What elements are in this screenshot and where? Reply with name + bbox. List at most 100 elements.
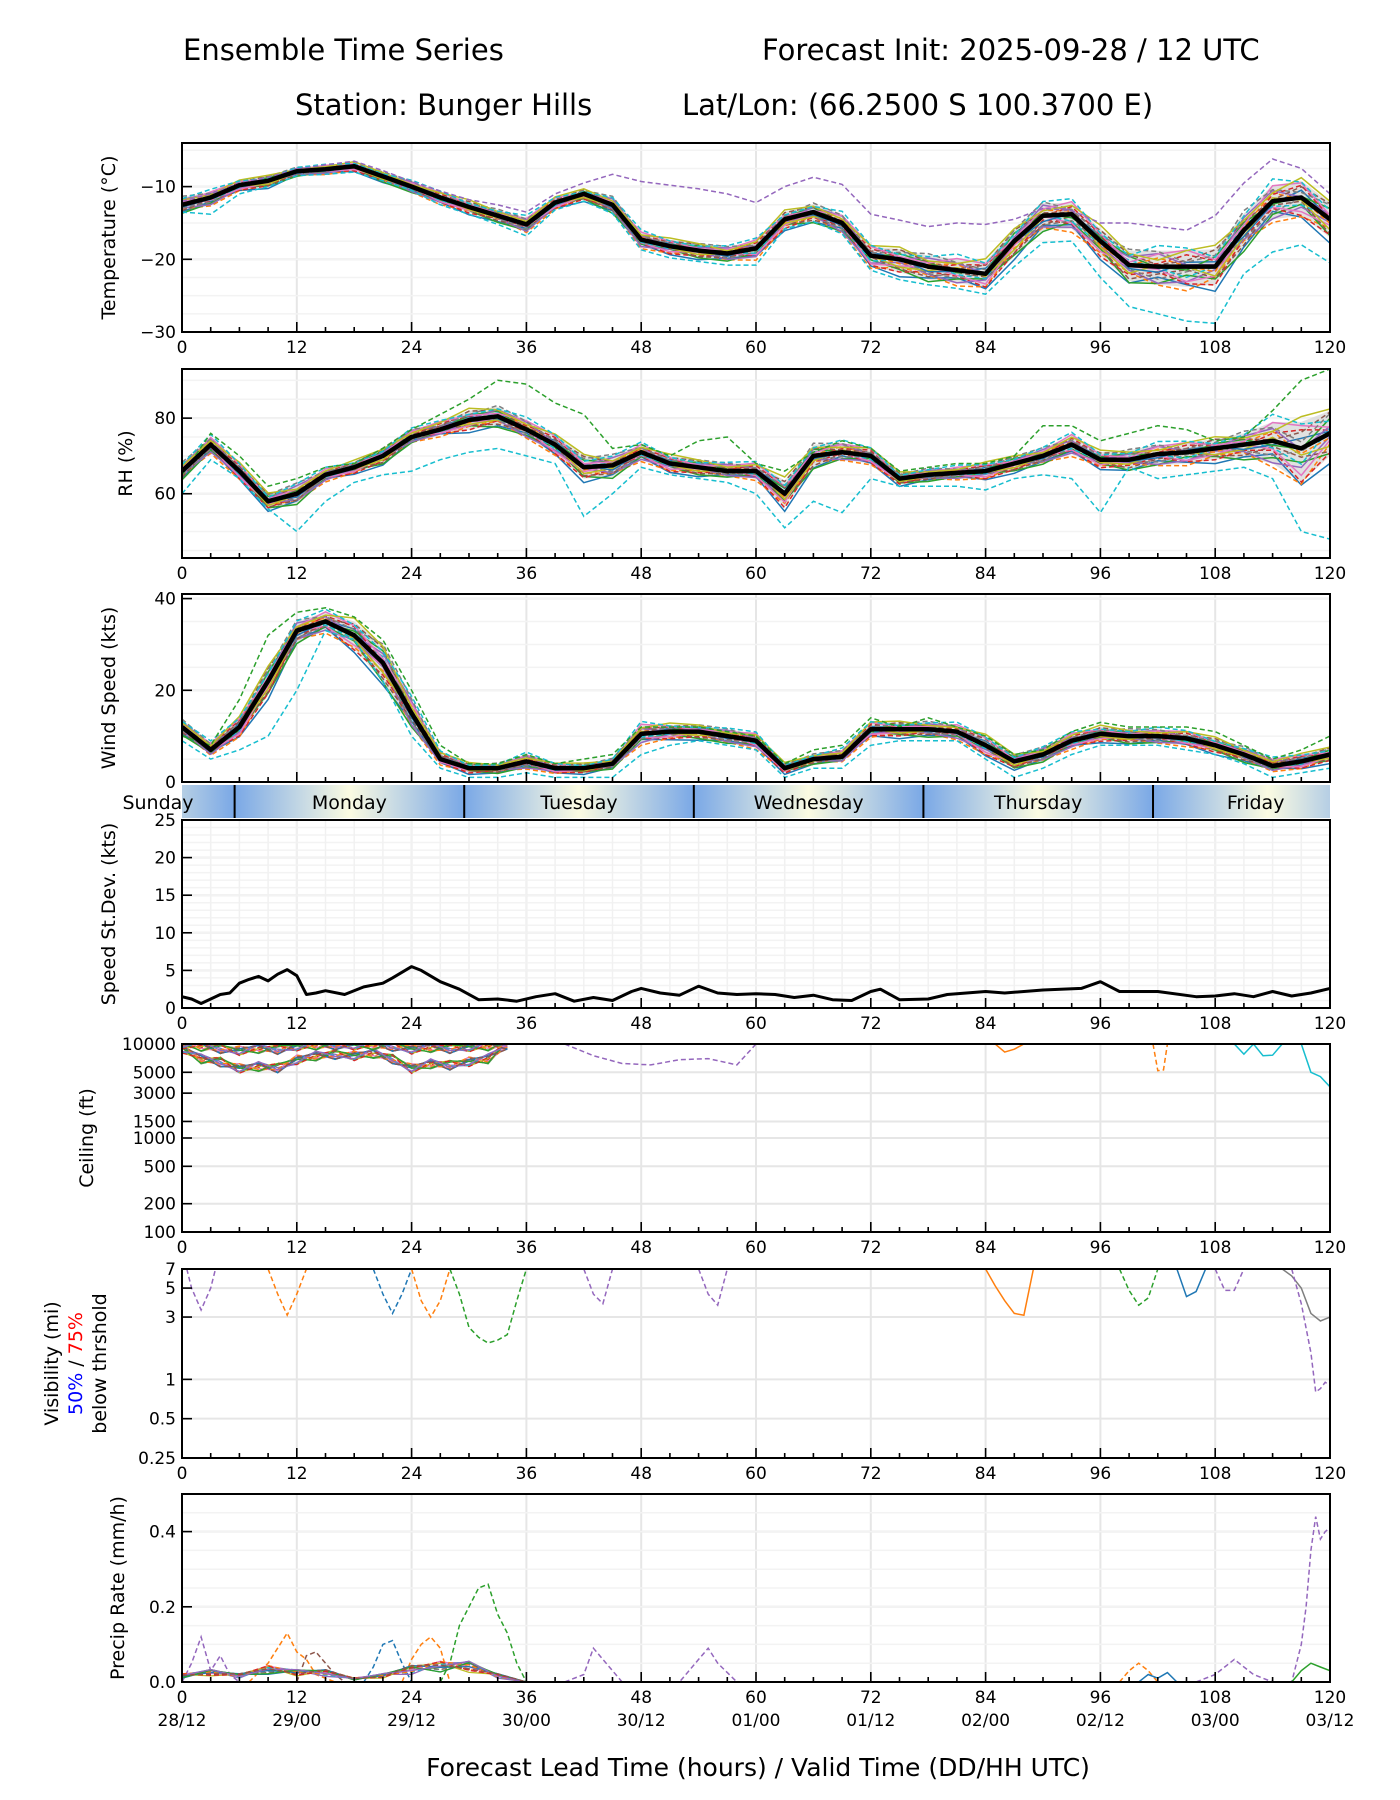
member-line-outlier <box>182 171 1330 325</box>
y-tick-label: −10 <box>140 178 176 198</box>
x-tick-label: 72 <box>860 1238 882 1258</box>
panel-speed-stdev: 0 12 24 36 48 60 72 84 96 108 120 0 5 10 15 20 25 Speed S… <box>98 811 1346 1034</box>
x-tick-label: 48 <box>630 564 652 584</box>
valid-time-label: 03/00 <box>1191 1711 1240 1731</box>
plot-area <box>182 965 1330 1005</box>
x-tick-label: 108 <box>1199 1464 1231 1484</box>
x-axis-label: Forecast Lead Time (hours) / Valid Time … <box>426 1753 1090 1782</box>
y-tick-label: 500 <box>144 1157 176 1177</box>
member-line <box>182 1664 527 1682</box>
y-axis-label: Ceiling (ft) <box>76 1088 98 1188</box>
member-line <box>182 166 1330 280</box>
member-line <box>1290 1269 1330 1394</box>
member-line <box>189 1044 508 1053</box>
x-tick-label: 72 <box>860 1464 882 1484</box>
valid-time-label: 30/00 <box>502 1711 551 1731</box>
grid <box>181 1493 1331 1683</box>
member-line <box>182 166 1330 277</box>
ensemble-mean-line <box>182 414 1330 504</box>
ensemble-mean-line <box>182 164 1330 277</box>
x-tick-label: 0 <box>177 1014 188 1034</box>
member-line <box>267 1269 308 1318</box>
y-tick-label: 80 <box>154 409 176 429</box>
y-tick-label: 40 <box>154 590 176 610</box>
member-line <box>182 615 1330 768</box>
y-tick-label: 1500 <box>133 1112 176 1132</box>
day-segment <box>464 785 694 818</box>
day-label: Monday <box>312 792 387 814</box>
member-line <box>1214 1269 1245 1292</box>
member-line <box>1176 1269 1207 1298</box>
plot-area <box>182 1044 1330 1088</box>
x-tick-label: 24 <box>401 1014 423 1034</box>
member-line <box>182 1044 508 1074</box>
member-line <box>1291 1662 1330 1682</box>
valid-time-label: 02/12 <box>1076 1711 1125 1731</box>
ensemble-mean-line <box>182 619 1330 771</box>
x-tick-label: 12 <box>286 1238 308 1258</box>
y-tick-label: 25 <box>154 811 176 831</box>
y-tick-label: −20 <box>140 250 176 270</box>
y-axis-label-line3: below thrshold <box>89 1293 111 1433</box>
member-line <box>410 1269 451 1319</box>
x-tick-label: 24 <box>401 1688 423 1708</box>
x-tick-label: 0 <box>177 338 188 358</box>
x-tick-label: 48 <box>630 1464 652 1484</box>
y-tick-label: −30 <box>140 323 176 343</box>
x-tick-label: 84 <box>975 1238 997 1258</box>
panel-relative-humidity: 0 12 24 36 48 60 72 84 96 108 120 60 80 RH (%) <box>115 368 1346 584</box>
y-tick-label: 10000 <box>122 1035 176 1055</box>
y-tick-label: 0.4 <box>149 1523 176 1543</box>
member-line <box>1118 1269 1159 1307</box>
threshold-50-label: 50% <box>65 1373 87 1415</box>
x-tick-label: 60 <box>745 338 767 358</box>
member-line-outlier <box>182 607 1330 765</box>
plot-area <box>182 1516 1330 1682</box>
y-tick-label: 200 <box>144 1195 176 1215</box>
member-line <box>363 1639 413 1682</box>
valid-time-label: 01/00 <box>732 1711 781 1731</box>
x-tick-label: 108 <box>1199 1238 1231 1258</box>
x-tick-label: 120 <box>1314 564 1346 584</box>
y-tick-label: 0 <box>165 773 176 793</box>
y-tick-label: 0 <box>165 999 176 1019</box>
day-segment <box>693 785 924 818</box>
x-tick-label: 24 <box>401 1464 423 1484</box>
day-segment <box>923 785 1154 818</box>
x-tick-label: 96 <box>1090 564 1112 584</box>
member-line <box>182 1045 508 1073</box>
x-tick-label: 84 <box>975 338 997 358</box>
station-label: Station: Bunger Hills <box>295 88 593 122</box>
member-line <box>984 1269 1035 1317</box>
day-label: Wednesday <box>754 792 864 814</box>
member-line <box>182 610 1330 768</box>
member-line <box>583 1269 614 1306</box>
day-segment <box>182 785 235 818</box>
member-line <box>186 1269 217 1312</box>
y-tick-label: 3000 <box>133 1084 176 1104</box>
panel-temperature: 0 12 24 36 48 60 72 84 96 108 120 −30 −20 −10 Temperat… <box>98 142 1346 358</box>
member-line-outlier <box>182 447 1330 540</box>
member-line <box>195 1044 508 1056</box>
member-line <box>182 1044 508 1055</box>
x-tick-label: 36 <box>516 1014 538 1034</box>
member-line <box>564 1646 738 1682</box>
day-label: Friday <box>1227 792 1285 814</box>
valid-time-label: 02/00 <box>961 1711 1010 1731</box>
member-line <box>182 165 1330 280</box>
x-tick-label: 36 <box>516 338 538 358</box>
x-tick-label: 96 <box>1090 1238 1112 1258</box>
grid <box>181 1043 1331 1233</box>
x-tick-label: 96 <box>1090 1464 1112 1484</box>
day-label: Sunday <box>122 792 193 814</box>
valid-time-label: 01/12 <box>846 1711 895 1731</box>
x-tick-label: 120 <box>1314 338 1346 358</box>
member-line <box>1272 1516 1330 1682</box>
x-tick-label: 96 <box>1090 1014 1112 1034</box>
x-tick-label: 120 <box>1314 1464 1346 1484</box>
x-tick-label: 36 <box>516 564 538 584</box>
member-line <box>1118 1662 1159 1682</box>
day-label: Thursday <box>993 792 1082 814</box>
forecast-init-label: Forecast Init: 2025-09-28 / 12 UTC <box>762 33 1260 67</box>
member-line <box>1233 1044 1330 1088</box>
